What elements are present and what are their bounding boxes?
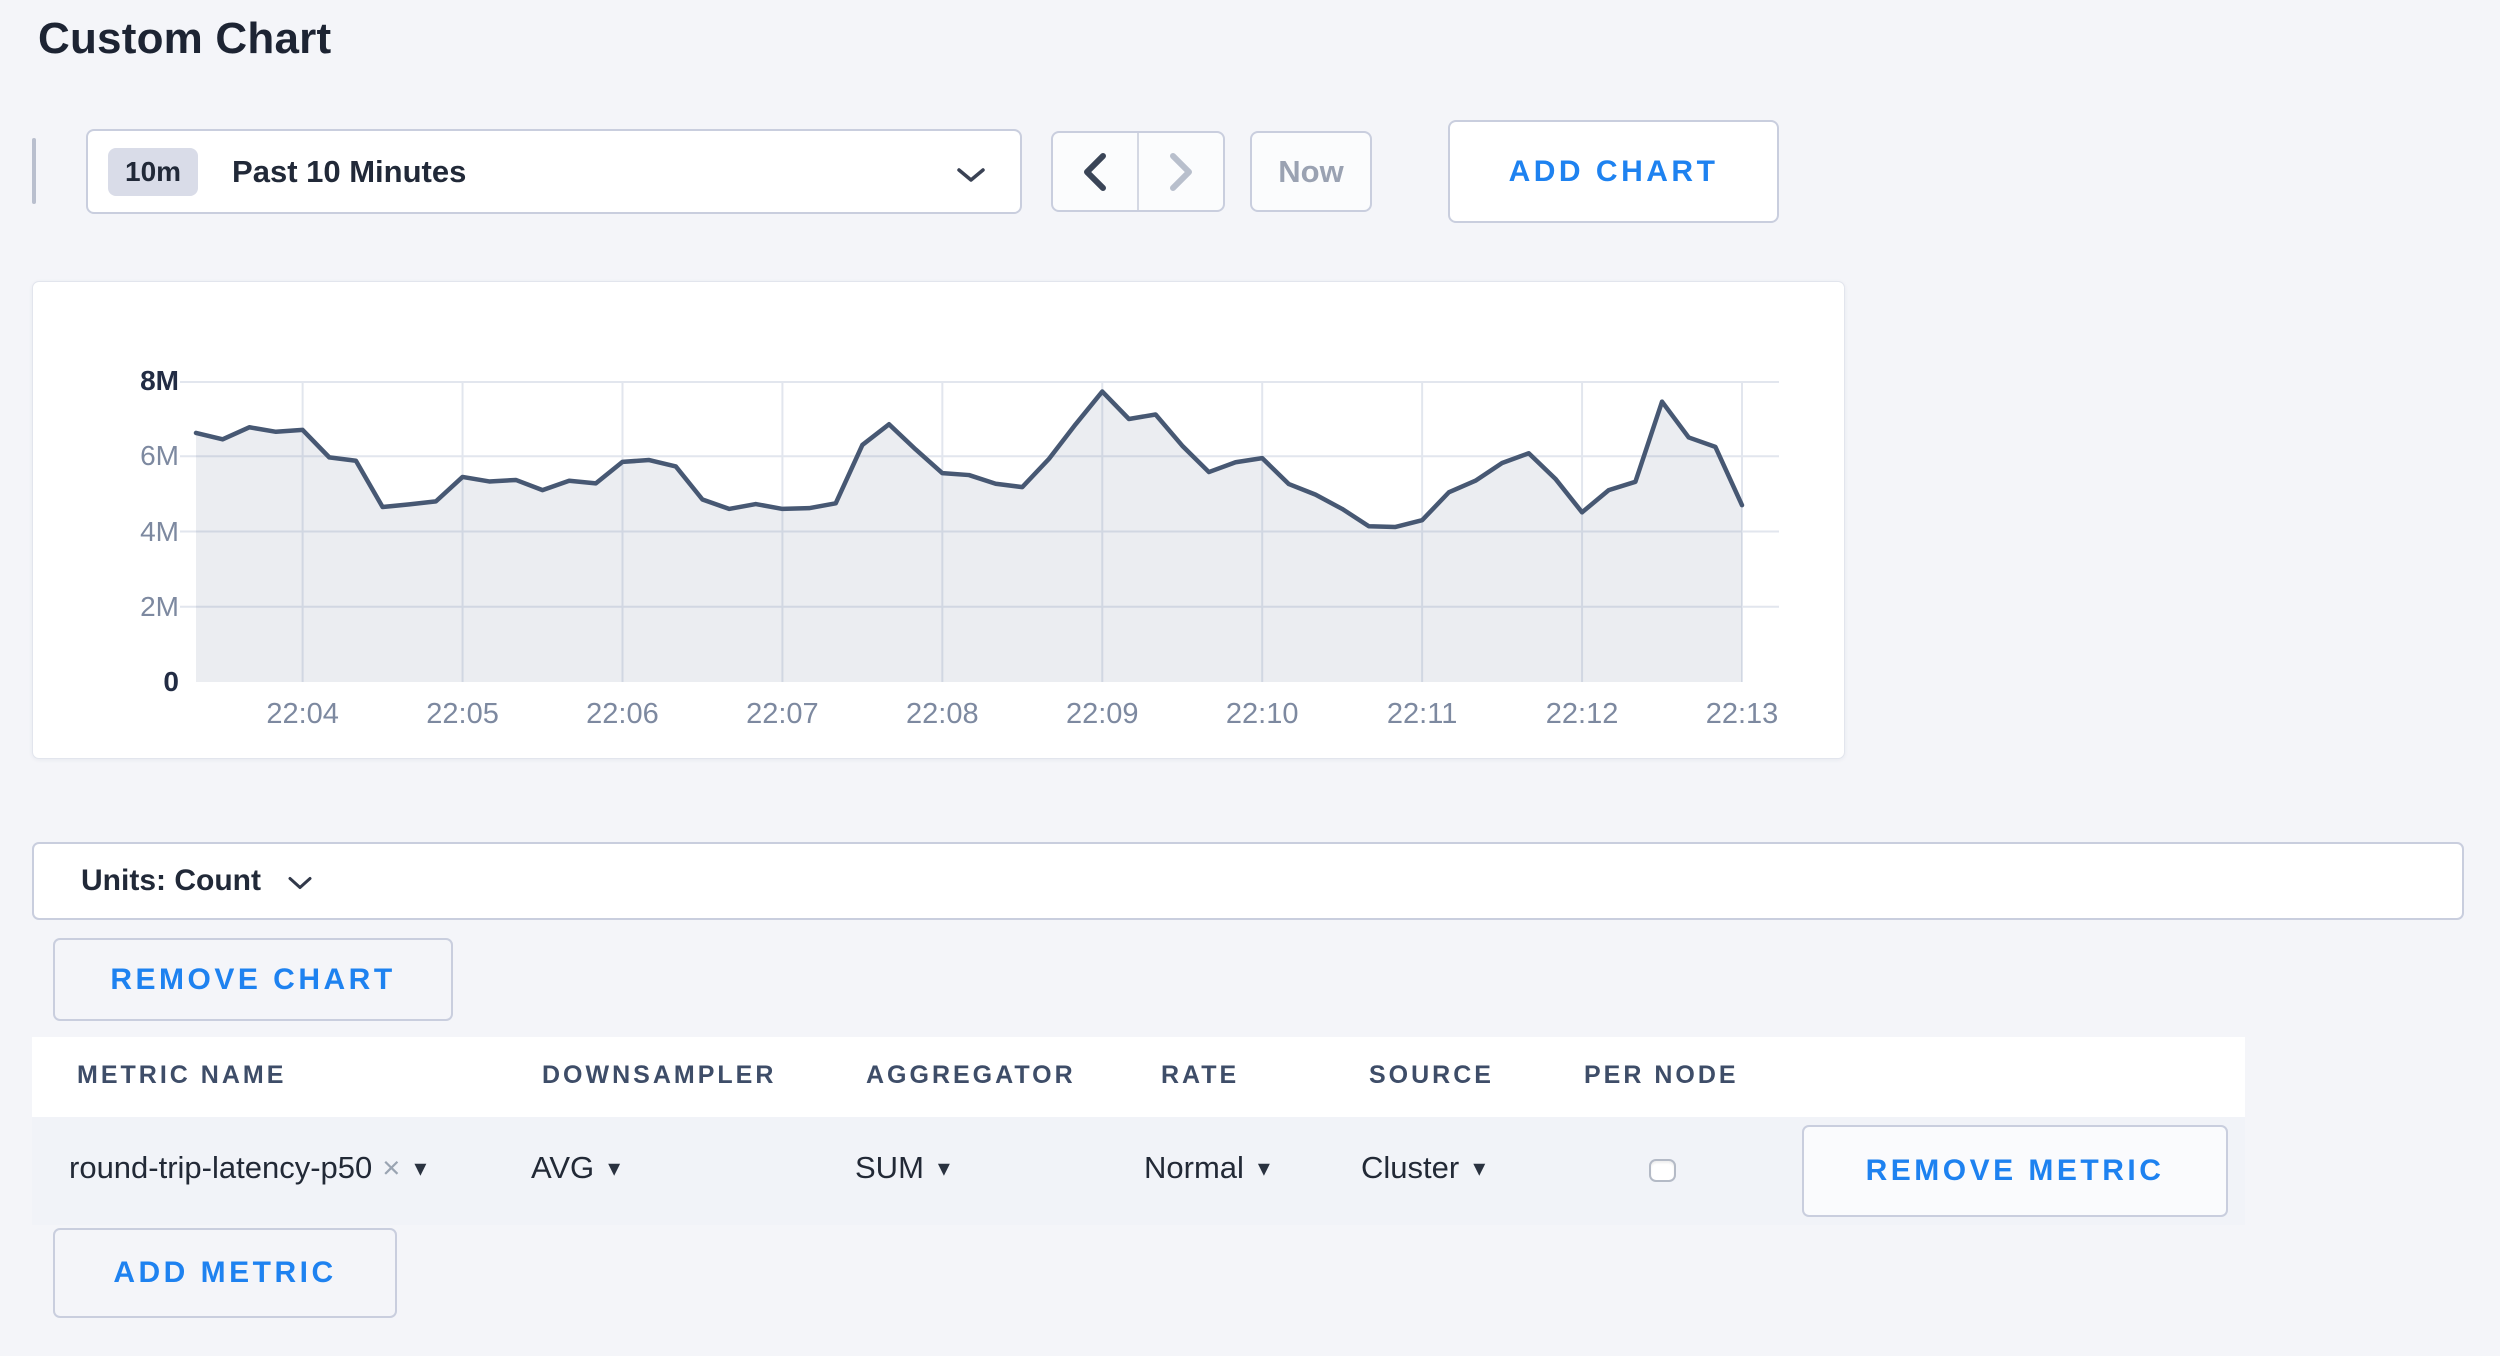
downsampler-value: AVG bbox=[531, 1150, 595, 1185]
y-axis-tick-label: 4M bbox=[140, 515, 179, 547]
rate-value: Normal bbox=[1144, 1150, 1244, 1185]
chevron-right-icon bbox=[1170, 152, 1192, 191]
y-axis-tick-label: 6M bbox=[140, 440, 179, 472]
page-title: Custom Chart bbox=[38, 14, 332, 63]
now-button[interactable]: Now bbox=[1250, 131, 1372, 212]
caret-down-icon: ▾ bbox=[414, 1154, 427, 1182]
rate-select[interactable]: Normal ▾ bbox=[1144, 1150, 1270, 1186]
time-backward-button[interactable] bbox=[1053, 133, 1137, 210]
source-select[interactable]: Cluster ▾ bbox=[1361, 1150, 1485, 1186]
time-scale-badge: 10m bbox=[108, 147, 199, 196]
x-axis-tick-label: 22:12 bbox=[1545, 698, 1619, 730]
header-source: SOURCE bbox=[1369, 1061, 1494, 1089]
chart-card: 0 2M 4M 6M 8M 22:04 22:05 22:06 22:07 22:08 22:09 2… bbox=[32, 281, 1845, 759]
per-node-checkbox[interactable] bbox=[1649, 1159, 1676, 1182]
units-dropdown[interactable]: Units: Count bbox=[32, 842, 2464, 920]
timescale-accent-bar bbox=[32, 138, 36, 204]
add-chart-button[interactable]: ADD CHART bbox=[1448, 120, 1779, 223]
remove-chart-button[interactable]: REMOVE CHART bbox=[53, 938, 453, 1021]
caret-down-icon: ▾ bbox=[1473, 1154, 1486, 1182]
x-axis-tick-label: 22:09 bbox=[1065, 698, 1139, 730]
remove-metric-button[interactable]: REMOVE METRIC bbox=[1802, 1125, 2228, 1217]
aggregator-value: SUM bbox=[855, 1150, 924, 1185]
header-per-node: PER NODE bbox=[1584, 1061, 1739, 1089]
time-range-label: Past 10 Minutes bbox=[232, 153, 467, 189]
add-metric-button[interactable]: ADD METRIC bbox=[53, 1228, 397, 1318]
caret-down-icon: ▾ bbox=[1257, 1154, 1270, 1182]
close-icon[interactable]: × bbox=[382, 1150, 401, 1185]
units-label: Units: Count bbox=[81, 864, 261, 897]
y-axis-tick-label: 8M bbox=[140, 365, 179, 396]
x-axis-tick-label: 22:10 bbox=[1225, 698, 1299, 730]
time-range-dropdown[interactable]: 10m Past 10 Minutes bbox=[86, 129, 1022, 214]
metric-name-value: round-trip-latency-p50 bbox=[69, 1150, 373, 1185]
time-nav-group bbox=[1051, 131, 1225, 212]
chevron-down-icon bbox=[288, 877, 312, 889]
x-axis-tick-label: 22:04 bbox=[266, 698, 339, 730]
aggregator-select[interactable]: SUM ▾ bbox=[855, 1150, 950, 1186]
metric-name-select[interactable]: round-trip-latency-p50 × ▾ bbox=[69, 1150, 426, 1186]
time-forward-button[interactable] bbox=[1137, 133, 1223, 210]
y-axis-tick-label: 2M bbox=[140, 590, 179, 622]
x-axis-tick-label: 22:06 bbox=[586, 698, 659, 730]
downsampler-select[interactable]: AVG ▾ bbox=[531, 1150, 620, 1186]
x-axis-tick-label: 22:05 bbox=[426, 698, 499, 730]
header-metric-name: METRIC NAME bbox=[77, 1061, 287, 1089]
line-chart-plot[interactable] bbox=[180, 381, 1779, 682]
chart-plot-svg bbox=[180, 381, 1779, 682]
x-axis-tick-label: 22:07 bbox=[746, 698, 819, 730]
metric-row: round-trip-latency-p50 × ▾ AVG ▾ SUM ▾ N… bbox=[32, 1117, 2245, 1225]
caret-down-icon: ▾ bbox=[937, 1154, 950, 1182]
header-aggregator: AGGREGATOR bbox=[866, 1061, 1076, 1089]
caret-down-icon: ▾ bbox=[608, 1154, 621, 1182]
x-axis-tick-label: 22:13 bbox=[1705, 698, 1779, 730]
x-axis-tick-label: 22:08 bbox=[906, 698, 979, 730]
header-downsampler: DOWNSAMPLER bbox=[542, 1061, 777, 1089]
x-axis-tick-label: 22:11 bbox=[1386, 698, 1458, 730]
y-axis-tick-label: 0 bbox=[163, 666, 179, 697]
chevron-left-icon bbox=[1084, 152, 1106, 191]
header-rate: RATE bbox=[1161, 1061, 1240, 1089]
chevron-down-icon bbox=[957, 168, 985, 182]
metrics-table: METRIC NAME DOWNSAMPLER AGGREGATOR RATE … bbox=[32, 1037, 2245, 1225]
source-value: Cluster bbox=[1361, 1150, 1460, 1185]
metrics-table-header: METRIC NAME DOWNSAMPLER AGGREGATOR RATE … bbox=[32, 1037, 2245, 1117]
